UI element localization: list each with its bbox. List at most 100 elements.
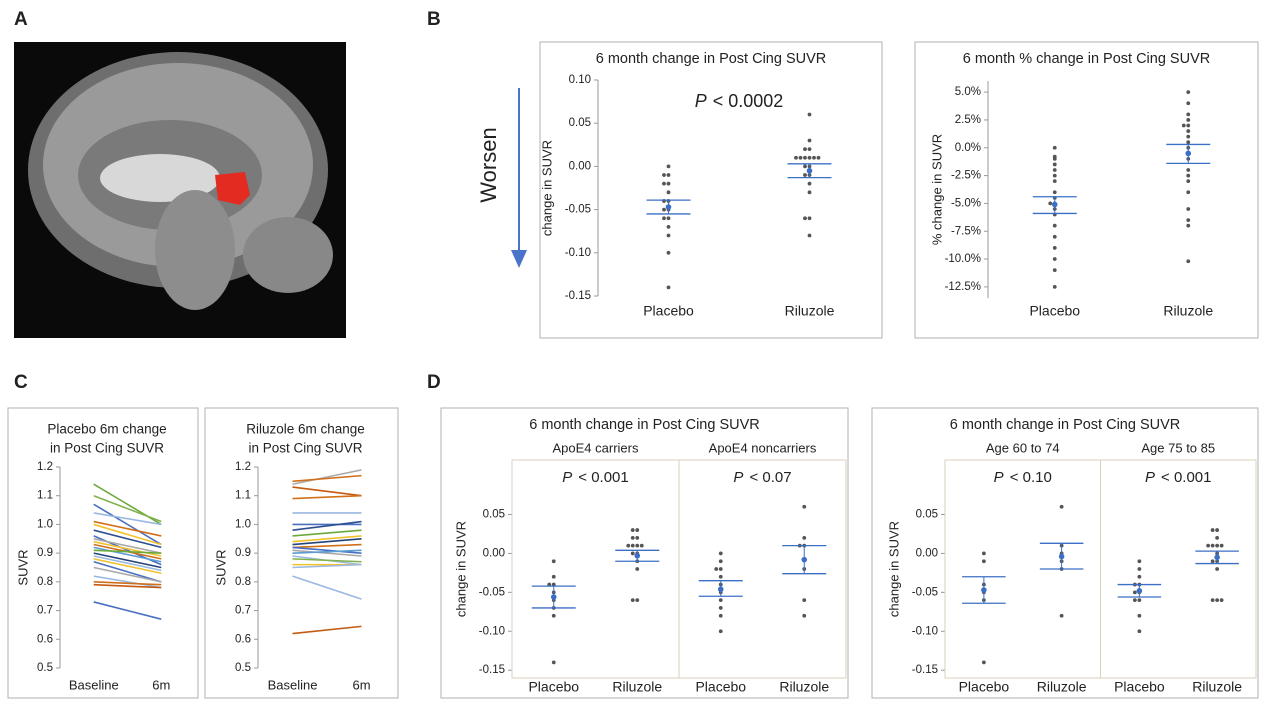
data-point bbox=[1053, 246, 1057, 250]
chart-title: Riluzole 6m change bbox=[246, 422, 365, 437]
data-point bbox=[1053, 146, 1057, 150]
y-tick-label: 0.00 bbox=[916, 547, 938, 559]
y-tick-label: 0.05 bbox=[916, 509, 938, 521]
y-tick-label: 0.00 bbox=[569, 160, 591, 172]
data-point bbox=[1053, 285, 1057, 289]
data-point bbox=[1048, 202, 1052, 206]
data-point bbox=[803, 173, 807, 177]
data-point bbox=[1060, 614, 1064, 618]
series-line bbox=[293, 576, 362, 599]
y-tick-label: -0.10 bbox=[479, 625, 505, 637]
data-point bbox=[552, 661, 556, 665]
data-point bbox=[1211, 544, 1215, 548]
y-tick-label: 1.2 bbox=[235, 461, 251, 473]
series-line bbox=[94, 602, 162, 619]
data-point bbox=[631, 544, 635, 548]
data-point bbox=[1186, 135, 1190, 139]
worsen-arrow bbox=[511, 88, 527, 268]
data-point bbox=[808, 139, 812, 143]
x-tick-label: 6m bbox=[352, 677, 370, 692]
data-point bbox=[803, 156, 807, 160]
y-tick-label: 0.05 bbox=[483, 509, 505, 521]
p-annotation: P< 0.001 bbox=[1145, 469, 1211, 486]
facet-subtitle: Age 60 to 74 bbox=[986, 440, 1060, 455]
data-point bbox=[631, 598, 635, 602]
x-tick-label: Baseline bbox=[268, 677, 318, 692]
x-tick-label: Riluzole bbox=[1192, 679, 1242, 695]
x-tick-label: Riluzole bbox=[1037, 679, 1087, 695]
data-point bbox=[667, 251, 671, 255]
data-point bbox=[1133, 590, 1137, 594]
mean-point bbox=[634, 553, 640, 559]
panel-label: A bbox=[14, 9, 28, 30]
p-value: < 0.10 bbox=[1010, 469, 1052, 486]
data-point bbox=[1186, 218, 1190, 222]
mean-point bbox=[1137, 588, 1143, 594]
data-point bbox=[1215, 544, 1219, 548]
y-tick-label: 0.05 bbox=[569, 117, 591, 129]
p-value: < 0.001 bbox=[578, 469, 628, 486]
data-point bbox=[794, 156, 798, 160]
y-tick-label: -0.10 bbox=[565, 247, 591, 259]
data-point bbox=[1206, 544, 1210, 548]
data-point bbox=[719, 552, 723, 556]
data-point bbox=[1220, 598, 1224, 602]
data-point bbox=[1186, 112, 1190, 116]
data-point bbox=[631, 536, 635, 540]
data-point bbox=[714, 567, 718, 571]
data-point bbox=[1186, 140, 1190, 144]
mean-point bbox=[666, 204, 672, 210]
data-point bbox=[1186, 224, 1190, 228]
x-tick-label: Riluzole bbox=[779, 679, 829, 695]
data-point bbox=[662, 173, 666, 177]
data-point bbox=[1053, 268, 1057, 272]
y-tick-label: -0.15 bbox=[912, 664, 938, 676]
y-tick-label: 0.7 bbox=[235, 605, 251, 617]
y-tick-label: -0.05 bbox=[479, 586, 505, 598]
data-point bbox=[982, 552, 986, 556]
data-point bbox=[667, 165, 671, 169]
y-tick-label: 0.8 bbox=[37, 576, 53, 588]
y-tick-label: 2.5% bbox=[955, 114, 981, 126]
mean-point bbox=[807, 168, 813, 174]
series-line bbox=[293, 626, 362, 633]
data-point bbox=[1211, 598, 1215, 602]
x-tick-label: Riluzole bbox=[1163, 303, 1213, 319]
mean-point bbox=[1059, 554, 1065, 560]
data-point bbox=[982, 559, 986, 563]
panel-label: D bbox=[427, 372, 441, 393]
data-point bbox=[667, 182, 671, 186]
y-tick-label: -2.5% bbox=[951, 170, 981, 182]
mean-point bbox=[551, 594, 557, 600]
facet-frame bbox=[679, 460, 846, 678]
data-point bbox=[552, 614, 556, 618]
data-point bbox=[1053, 163, 1057, 167]
y-tick-label: 1.1 bbox=[37, 490, 53, 502]
chart-title: in Post Cing SUVR bbox=[50, 441, 164, 456]
data-point bbox=[1053, 190, 1057, 194]
y-tick-label: -0.15 bbox=[565, 290, 591, 302]
data-point bbox=[667, 173, 671, 177]
y-tick-label: 5.0% bbox=[955, 86, 981, 98]
x-tick-label: Riluzole bbox=[785, 303, 835, 319]
data-point bbox=[552, 559, 556, 563]
y-tick-label: -12.5% bbox=[945, 281, 981, 293]
data-point bbox=[1211, 528, 1215, 532]
data-point bbox=[626, 544, 630, 548]
y-tick-label: 0.7 bbox=[37, 605, 53, 617]
y-tick-label: -0.15 bbox=[479, 664, 505, 676]
y-tick-label: -0.05 bbox=[912, 586, 938, 598]
y-tick-label: 0.5 bbox=[37, 662, 53, 674]
series-line bbox=[94, 568, 162, 582]
y-tick-label: -7.5% bbox=[951, 225, 981, 237]
data-point bbox=[808, 147, 812, 151]
data-point bbox=[1211, 559, 1215, 563]
y-tick-label: 1.0 bbox=[235, 518, 251, 530]
data-point bbox=[802, 505, 806, 509]
data-point bbox=[1215, 567, 1219, 571]
data-point bbox=[719, 575, 723, 579]
data-point bbox=[1186, 168, 1190, 172]
data-point bbox=[1186, 259, 1190, 263]
series-line bbox=[293, 539, 362, 545]
p-value: < 0.0002 bbox=[713, 91, 784, 111]
